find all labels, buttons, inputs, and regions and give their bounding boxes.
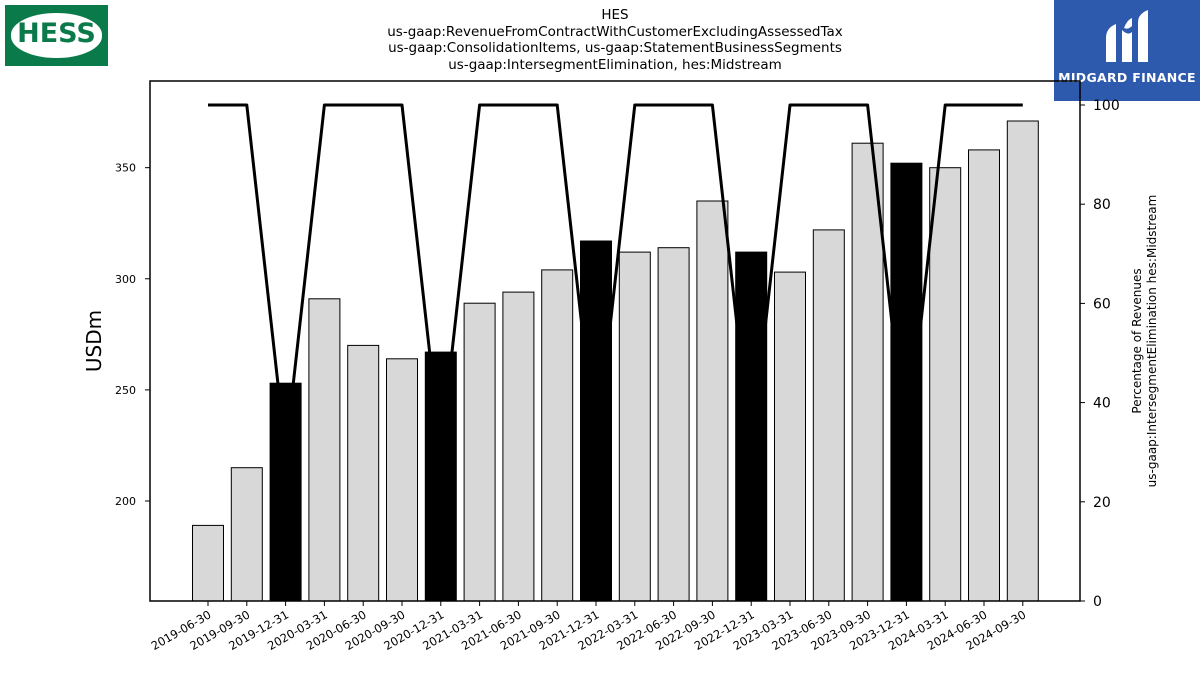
hess-logo-text: HESS — [17, 18, 96, 49]
bar-2024-06-30 — [968, 149, 1000, 602]
bar-2019-09-30 — [230, 467, 263, 602]
bar-2022-09-30 — [696, 200, 729, 602]
secondary-y-axis-label-line-2: us-gaap:IntersegmentElimination hes:Mids… — [1145, 195, 1159, 488]
bar-2021-09-30 — [541, 269, 574, 602]
bar-2023-06-30 — [812, 229, 845, 602]
bar-2022-03-31 — [618, 251, 651, 602]
chart-title-concept: us-gaap:RevenueFromContractWithCustomerE… — [387, 23, 843, 40]
chart-title-block: HES us-gaap:RevenueFromContractWithCusto… — [300, 7, 930, 73]
percentage-line-series — [208, 103, 1023, 454]
secondary-y-tick-label: 60 — [1093, 296, 1111, 312]
bar-2021-12-31 — [580, 240, 612, 602]
secondary-y-tick-label: 100 — [1093, 98, 1120, 114]
bar-2024-09-30 — [1006, 120, 1039, 602]
bar-2021-03-31 — [463, 302, 496, 602]
y-tick-label: 250 — [115, 384, 136, 397]
y-tick-label: 350 — [115, 162, 136, 175]
bar-2021-06-30 — [502, 291, 535, 602]
hess-logo: HESS — [5, 5, 108, 66]
y-axis-label: USDm — [82, 310, 106, 372]
bar-2024-03-31 — [929, 167, 962, 602]
secondary-y-tick-label: 20 — [1093, 495, 1111, 511]
secondary-y-tick-label: 0 — [1093, 594, 1102, 610]
midgard-finance-logo: MIDGARD FINANCE — [1054, 0, 1200, 101]
bar-2020-06-30 — [347, 344, 380, 602]
y-tick-label: 200 — [115, 495, 136, 508]
bar-2023-12-31 — [890, 162, 923, 602]
bar-2022-12-31 — [735, 251, 768, 602]
bar-2019-12-31 — [269, 382, 302, 602]
bar-2020-12-31 — [424, 351, 457, 602]
bar-2020-03-31 — [308, 298, 341, 602]
secondary-y-tick-label: 80 — [1093, 197, 1111, 213]
bar-2020-09-30 — [386, 358, 418, 602]
y-tick-label: 300 — [115, 273, 136, 286]
secondary-y-tick-label: 40 — [1093, 396, 1111, 412]
midgard-logo-mark-icon — [1106, 10, 1148, 62]
chart-title-ticker: HES — [601, 7, 629, 23]
bar-series — [192, 120, 1039, 602]
midgard-logo-text: MIDGARD FINANCE — [1058, 70, 1196, 85]
bar-2019-06-30 — [192, 524, 224, 602]
chart-title-axis-1: us-gaap:ConsolidationItems, us-gaap:Stat… — [388, 40, 842, 56]
bar-2023-09-30 — [851, 142, 884, 602]
bar-2022-06-30 — [657, 247, 690, 602]
hess-logo-oval — [11, 13, 102, 58]
chart-axes — [149, 80, 1081, 602]
bar-2023-03-31 — [774, 271, 806, 602]
plot-frame — [149, 80, 1081, 602]
percentage-line — [208, 103, 1023, 454]
chart-title-axis-2: us-gaap:IntersegmentElimination, hes:Mid… — [448, 56, 782, 73]
secondary-y-axis-label-line-1: Percentage of Revenues — [1130, 268, 1144, 413]
